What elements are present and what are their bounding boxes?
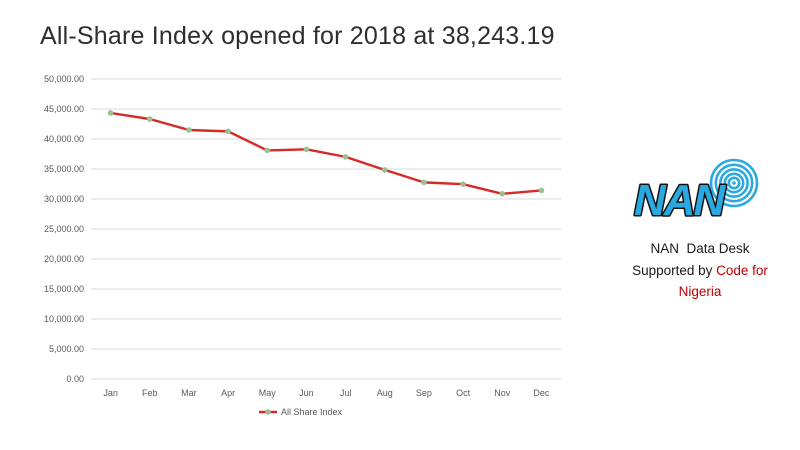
- legend-label: All Share Index: [281, 407, 343, 417]
- line-chart-canvas: 0.00 5,000.00 10,000.00 15,000.00 20,000.00 2…: [44, 74, 561, 417]
- x-tick-label: Oct: [456, 388, 471, 398]
- x-tick-label: Aug: [377, 388, 393, 398]
- caption-code-for-nigeria: Code for Nigeria: [678, 262, 768, 300]
- data-point-marker: [303, 146, 310, 153]
- x-tick-label: Dec: [533, 388, 550, 398]
- y-tick-label: 25,000.00: [44, 224, 84, 234]
- x-tick-label: Apr: [221, 388, 235, 398]
- data-point-marker: [499, 190, 506, 197]
- all-share-index-chart: 0.00 5,000.00 10,000.00 15,000.00 20,000.00 2…: [36, 64, 576, 424]
- legend-marker-swatch: [265, 409, 271, 415]
- data-point-marker: [381, 167, 388, 173]
- x-tick-label: Sep: [416, 388, 432, 398]
- x-tick-label: May: [259, 388, 277, 398]
- series-line: [110, 111, 542, 195]
- page-title: All-Share Index opened for 2018 at 38,24…: [40, 22, 555, 50]
- x-tick-label: Jul: [340, 388, 352, 398]
- y-tick-label: 35,000.00: [44, 164, 84, 174]
- data-point-marker: [186, 127, 192, 133]
- data-point-marker: [460, 181, 466, 187]
- data-point-marker: [421, 179, 427, 186]
- logo-caption: NAN Data Desk Supported by Code for Nige…: [615, 238, 785, 303]
- data-point-marker: [264, 147, 271, 154]
- x-tick-label: Mar: [181, 388, 197, 398]
- x-tick-label: Feb: [142, 388, 158, 398]
- y-tick-label: 30,000.00: [44, 194, 84, 204]
- y-tick-label: 0.00: [66, 374, 84, 384]
- y-tick-label: 40,000.00: [44, 134, 84, 144]
- nan-logo: NAN: [633, 158, 759, 224]
- x-tick-label: Jan: [103, 388, 118, 398]
- data-point-marker: [538, 187, 545, 194]
- data-point-marker: [225, 128, 231, 135]
- nan-logo-text: NAN: [634, 176, 727, 224]
- caption-supported-by: Supported by Code for Nigeria: [615, 260, 785, 303]
- data-point-marker: [342, 154, 349, 160]
- y-tick-label: 10,000.00: [44, 314, 84, 324]
- y-tick-label: 15,000.00: [44, 284, 84, 294]
- nan-branding: NAN NAN Data Desk Supported by Code for …: [615, 158, 785, 303]
- data-point-marker: [107, 110, 114, 116]
- y-tick-label: 5,000.00: [49, 344, 84, 354]
- x-tick-label: Jun: [299, 388, 314, 398]
- y-tick-label: 50,000.00: [44, 74, 84, 84]
- caption-data-desk: NAN Data Desk: [650, 241, 750, 256]
- x-tick-label: Nov: [494, 388, 511, 398]
- y-tick-label: 20,000.00: [44, 254, 84, 264]
- radio-waves-icon: [709, 158, 759, 208]
- caption-supported-prefix: Supported by: [632, 262, 717, 278]
- data-point-marker: [146, 116, 153, 122]
- y-tick-label: 45,000.00: [44, 104, 84, 114]
